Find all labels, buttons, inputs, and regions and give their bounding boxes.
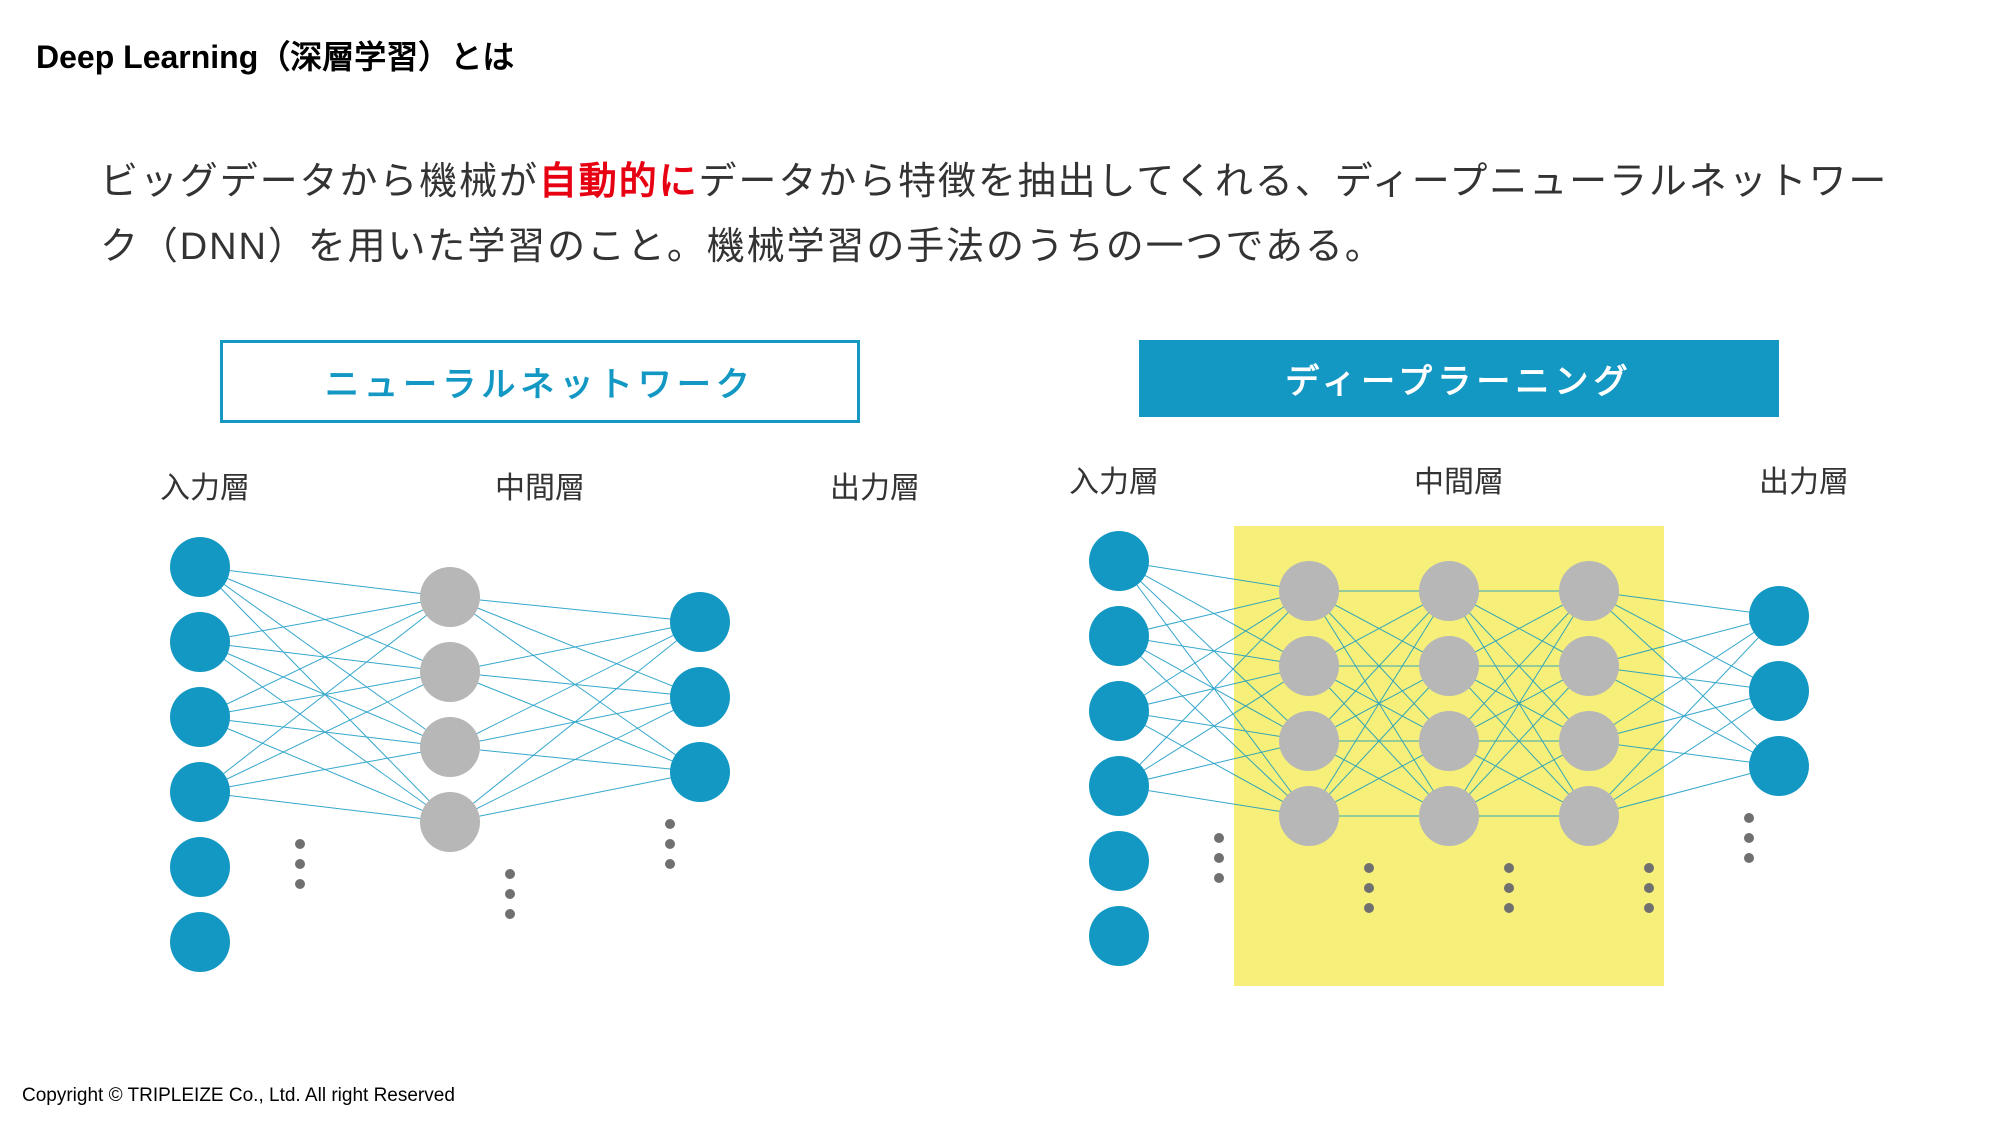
- network-node: [420, 792, 480, 852]
- neural-network-diagram: ニューラルネットワーク 入力層 中間層 出力層: [140, 340, 940, 1032]
- ellipsis-dot: [665, 859, 675, 869]
- ellipsis-dot: [1504, 883, 1514, 893]
- network-node: [1749, 661, 1809, 721]
- ellipsis-dot: [1744, 813, 1754, 823]
- page-title: Deep Learning（深層学習）とは: [36, 32, 514, 78]
- ellipsis-dot: [1364, 863, 1374, 873]
- description-text: ビッグデータから機械が自動的にデータから特徴を抽出してくれる、ディープニューラル…: [100, 150, 1899, 279]
- network-node: [170, 912, 230, 972]
- dl-label-output: 出力層: [1759, 457, 1849, 501]
- desc-highlight: 自動的に: [539, 161, 699, 203]
- dl-svg-wrap: [1059, 521, 1859, 1026]
- network-node: [1279, 561, 1339, 621]
- network-node: [1089, 531, 1149, 591]
- network-node: [1559, 711, 1619, 771]
- network-node: [420, 717, 480, 777]
- ellipsis-dot: [295, 879, 305, 889]
- dl-label-input: 入力層: [1069, 457, 1159, 501]
- network-node: [1419, 711, 1479, 771]
- network-node: [1749, 586, 1809, 646]
- network-node: [1089, 831, 1149, 891]
- ellipsis-dot: [1364, 903, 1374, 913]
- network-node: [1279, 711, 1339, 771]
- dl-title: ディープラーニング: [1139, 340, 1779, 417]
- network-node: [670, 592, 730, 652]
- network-node: [170, 762, 230, 822]
- nn-label-hidden: 中間層: [495, 463, 585, 507]
- dl-layer-labels: 入力層 中間層 出力層: [1059, 457, 1859, 501]
- network-node: [1419, 636, 1479, 696]
- network-node: [170, 837, 230, 897]
- ellipsis-dot: [1744, 853, 1754, 863]
- network-node: [1089, 681, 1149, 741]
- network-node: [420, 567, 480, 627]
- network-node: [1559, 561, 1619, 621]
- ellipsis-dot: [505, 909, 515, 919]
- ellipsis-dot: [295, 859, 305, 869]
- network-node: [1419, 561, 1479, 621]
- ellipsis-dot: [505, 889, 515, 899]
- network-node: [1419, 786, 1479, 846]
- nn-svg-wrap: [140, 527, 940, 1032]
- ellipsis-dot: [1214, 853, 1224, 863]
- network-node: [670, 742, 730, 802]
- network-node: [670, 667, 730, 727]
- ellipsis-dot: [1504, 863, 1514, 873]
- ellipsis-dot: [1504, 903, 1514, 913]
- ellipsis-dot: [1214, 833, 1224, 843]
- network-node: [1089, 756, 1149, 816]
- nn-label-output: 出力層: [830, 463, 920, 507]
- diagrams-container: ニューラルネットワーク 入力層 中間層 出力層 ディープラーニング 入力層 中間…: [0, 340, 1999, 1032]
- ellipsis-dot: [505, 869, 515, 879]
- nn-layer-labels: 入力層 中間層 出力層: [140, 463, 940, 507]
- dl-label-hidden: 中間層: [1414, 457, 1504, 501]
- ellipsis-dot: [1214, 873, 1224, 883]
- ellipsis-dot: [295, 839, 305, 849]
- network-node: [420, 642, 480, 702]
- network-node: [1559, 636, 1619, 696]
- network-node: [1089, 606, 1149, 666]
- network-node: [1559, 786, 1619, 846]
- deep-learning-diagram: ディープラーニング 入力層 中間層 出力層: [1059, 340, 1859, 1032]
- copyright-text: Copyright © TRIPLEIZE Co., Ltd. All righ…: [22, 1085, 455, 1107]
- nn-svg: [140, 527, 780, 1027]
- ellipsis-dot: [665, 839, 675, 849]
- desc-part1: ビッグデータから機械が: [100, 161, 539, 203]
- nn-title: ニューラルネットワーク: [220, 340, 860, 423]
- network-node: [1279, 636, 1339, 696]
- network-node: [170, 612, 230, 672]
- ellipsis-dot: [1744, 833, 1754, 843]
- ellipsis-dot: [1644, 883, 1654, 893]
- ellipsis-dot: [1364, 883, 1374, 893]
- nn-label-input: 入力層: [160, 463, 250, 507]
- dl-svg: [1059, 521, 1859, 1021]
- ellipsis-dot: [1644, 863, 1654, 873]
- ellipsis-dot: [1644, 903, 1654, 913]
- network-node: [1749, 736, 1809, 796]
- network-node: [1279, 786, 1339, 846]
- ellipsis-dot: [665, 819, 675, 829]
- network-node: [1089, 906, 1149, 966]
- network-node: [170, 537, 230, 597]
- network-node: [170, 687, 230, 747]
